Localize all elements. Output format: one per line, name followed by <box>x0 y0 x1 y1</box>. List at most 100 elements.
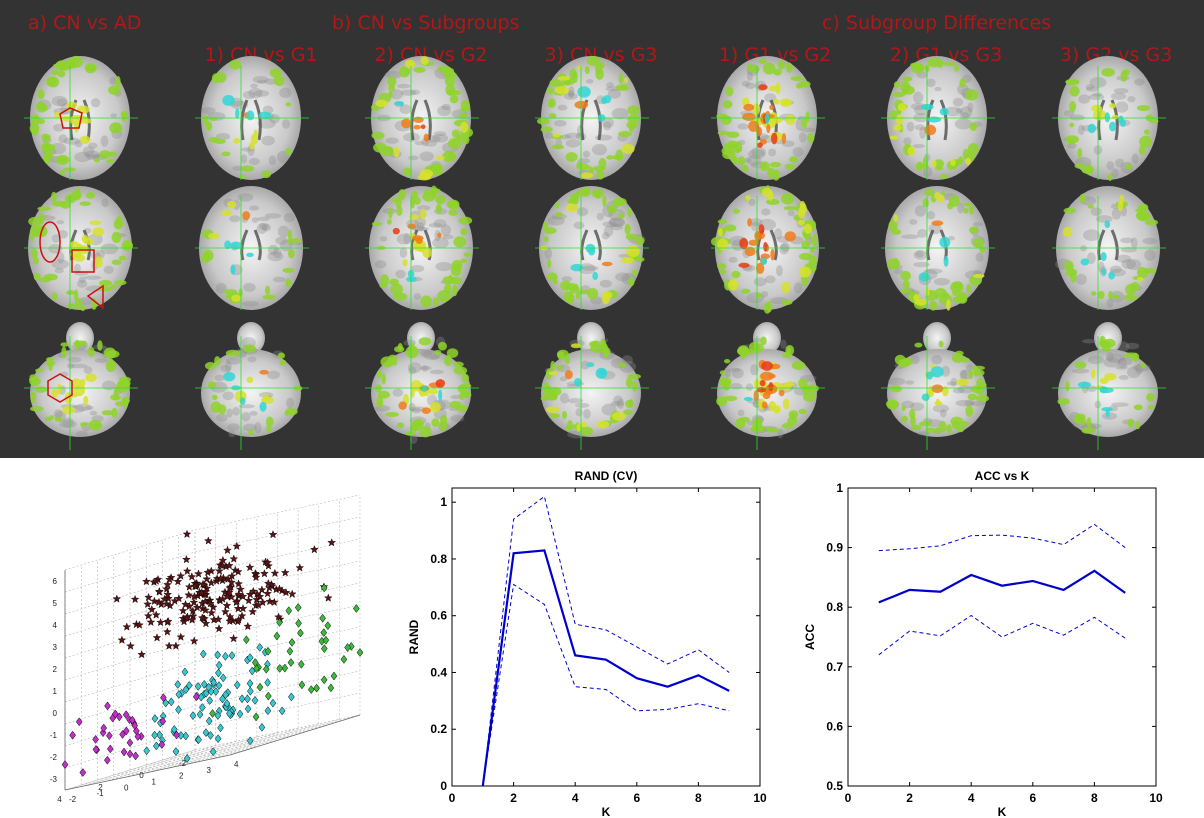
y-tick-label: 0.5 <box>826 779 843 793</box>
brain-texture <box>62 417 74 428</box>
brain-texture <box>419 365 432 371</box>
scatter-point-diamond <box>215 681 223 691</box>
annotation-ellipse <box>39 221 61 263</box>
brain-texture <box>1117 341 1130 352</box>
brain-slices-grid <box>24 55 1166 450</box>
brain-texture <box>768 148 777 157</box>
x-tick-label: 10 <box>1149 791 1163 805</box>
activation-blob <box>972 237 984 248</box>
activation-blob <box>401 118 412 129</box>
scatter-point-diamond <box>79 768 87 777</box>
activation-blob <box>969 122 978 132</box>
scatter-point-star <box>189 597 199 607</box>
scatter-point-star <box>197 588 207 597</box>
activation-blob <box>65 193 77 204</box>
scatter-point-star <box>182 566 192 575</box>
scatter-point-diamond <box>233 680 241 690</box>
scatter-point-diamond <box>243 635 250 645</box>
activation-blob <box>51 69 59 76</box>
activation-blob <box>230 264 236 275</box>
scatter-point-diamond <box>131 721 139 731</box>
activation-blob <box>755 292 763 299</box>
activation-blob <box>576 423 581 432</box>
activation-blob <box>797 219 805 226</box>
brain-slice <box>365 322 479 450</box>
activation-blob <box>410 421 419 431</box>
activation-blob <box>924 124 937 136</box>
brain-texture <box>238 404 255 409</box>
z-tick-label: 3 <box>53 643 58 652</box>
activation-blob <box>225 349 240 357</box>
activation-blob <box>431 418 440 427</box>
brain-texture <box>972 222 983 227</box>
activation-blob <box>261 170 272 179</box>
scatter-point-star <box>171 641 181 650</box>
brain-texture <box>750 364 759 376</box>
scatter-point-star <box>227 577 236 587</box>
scatter-point-star <box>255 592 265 601</box>
brain-texture <box>374 260 387 269</box>
activation-blob <box>555 85 569 95</box>
brain-texture <box>939 409 947 418</box>
brain-texture <box>573 221 585 230</box>
activation-blob <box>52 200 67 207</box>
activation-blob <box>755 231 765 240</box>
brain-texture <box>413 293 422 300</box>
scatter-point-diamond <box>251 695 259 705</box>
brain-texture <box>615 272 630 282</box>
brain-texture <box>749 218 763 227</box>
scatter-point-diamond <box>320 628 328 638</box>
scatter-point-diamond <box>202 728 210 737</box>
activation-blob <box>222 95 235 106</box>
activation-blob <box>727 140 738 149</box>
brain-texture <box>1086 385 1098 392</box>
scatter-point-diamond <box>298 680 306 690</box>
brain-ventricles <box>1097 229 1119 261</box>
activation-blob <box>81 234 89 243</box>
brain-texture <box>731 368 744 379</box>
grid-line <box>209 719 340 760</box>
brain-texture <box>254 422 262 434</box>
scatter-point-star <box>229 634 238 643</box>
activation-blob <box>410 196 415 209</box>
activation-blob <box>888 220 898 232</box>
scatter-point-star <box>160 594 169 603</box>
activation-blob <box>768 116 783 124</box>
activation-blob <box>97 340 103 351</box>
activation-blob <box>546 87 555 95</box>
scatter-point-star <box>227 571 237 580</box>
activation-blob <box>460 227 468 236</box>
activation-blob <box>1101 67 1115 77</box>
activation-blob <box>626 233 638 241</box>
activation-blob <box>106 159 115 164</box>
brain-texture <box>90 98 101 108</box>
activation-blob <box>935 427 940 434</box>
scatter-point-diamond <box>92 734 99 744</box>
brain-texture <box>1075 273 1087 285</box>
activation-blob <box>564 369 573 380</box>
activation-blob <box>781 281 791 294</box>
activation-blob <box>1065 380 1070 392</box>
activation-blob <box>586 362 595 368</box>
activation-blob <box>420 385 428 392</box>
activation-blob <box>797 378 808 389</box>
activation-blob <box>35 368 44 373</box>
scatter-point-star <box>173 577 183 586</box>
activation-blob <box>621 143 635 154</box>
scatter-point-diamond <box>175 705 182 715</box>
activation-blob <box>546 259 552 269</box>
activation-blob <box>1100 252 1107 262</box>
scatter-point-star <box>184 590 194 599</box>
scatter-point-diamond <box>159 716 167 726</box>
brain-texture <box>1111 168 1119 178</box>
chart-title: RAND (CV) <box>575 469 638 483</box>
activation-blob <box>805 384 820 393</box>
brain-texture <box>273 247 282 259</box>
brain-texture <box>955 107 963 114</box>
brain-texture <box>603 225 614 237</box>
brain-texture <box>403 232 412 245</box>
activation-blob <box>972 273 985 279</box>
activation-blob <box>214 356 221 367</box>
activation-blob <box>246 110 255 121</box>
scatter-point-diamond <box>236 709 244 719</box>
